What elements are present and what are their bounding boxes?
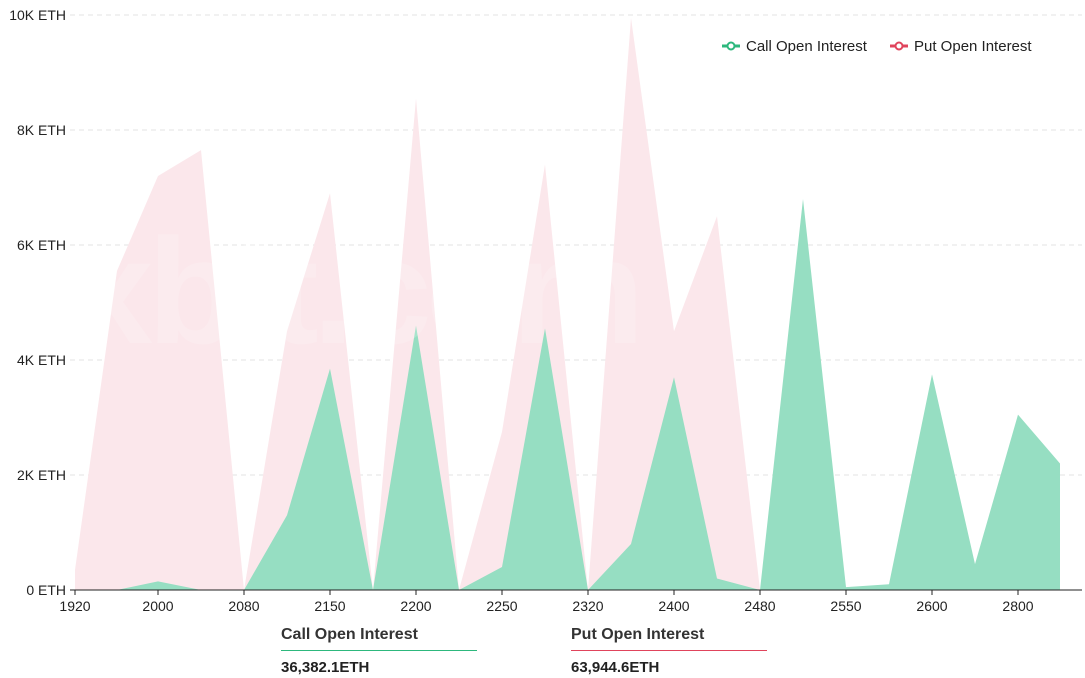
x-tick-label: 2080 <box>228 598 259 614</box>
x-tick-label: 2400 <box>658 598 689 614</box>
legend-item-put[interactable]: Put Open Interest <box>890 38 1032 55</box>
open-interest-chart: 0 ETH 2K ETH 4K ETH 6K ETH 8K ETH 10K ETH 192… <box>9 7 1082 614</box>
x-tick-label: 2600 <box>916 598 947 614</box>
x-axis-ticks: 1920 2000 2080 2150 2200 2250 2320 2400 2480 2550… <box>59 590 1034 614</box>
x-tick-label: 2250 <box>486 598 517 614</box>
put-open-interest-summary: Put Open Interest 63,944.6ETH <box>571 626 771 676</box>
call-area <box>75 199 1060 590</box>
y-tick-label: 4K ETH <box>17 352 66 368</box>
legend-item-call[interactable]: Call Open Interest <box>722 38 868 55</box>
y-tick-label: 0 ETH <box>26 582 66 598</box>
x-tick-label: 1920 <box>59 598 90 614</box>
y-tick-label: 8K ETH <box>17 122 66 138</box>
call-summary-value: 36,382.1ETH <box>281 659 370 676</box>
y-axis-labels: 0 ETH 2K ETH 4K ETH 6K ETH 8K ETH 10K ETH <box>9 7 66 598</box>
chart-legend[interactable]: Call Open Interest Put Open Interest <box>722 38 1032 55</box>
series-areas <box>75 17 1060 590</box>
legend-label: Put Open Interest <box>914 38 1032 55</box>
x-tick-label: 2200 <box>400 598 431 614</box>
put-summary-underline <box>571 650 767 651</box>
put-summary-value: 63,944.6ETH <box>571 659 660 676</box>
y-tick-label: 2K ETH <box>17 467 66 483</box>
legend-marker-icon <box>726 41 736 51</box>
x-tick-label: 2150 <box>314 598 345 614</box>
y-tick-label: 6K ETH <box>17 237 66 253</box>
call-open-interest-summary: Call Open Interest 36,382.1ETH <box>281 626 481 676</box>
call-summary-underline <box>281 650 477 651</box>
x-tick-label: 2480 <box>744 598 775 614</box>
legend-label: Call Open Interest <box>746 38 868 55</box>
x-tick-label: 2320 <box>572 598 603 614</box>
x-tick-label: 2550 <box>830 598 861 614</box>
put-summary-title: Put Open Interest <box>571 626 705 643</box>
call-summary-title: Call Open Interest <box>281 626 418 643</box>
y-tick-label: 10K ETH <box>9 7 66 23</box>
x-tick-label: 2800 <box>1002 598 1033 614</box>
x-tick-label: 2000 <box>142 598 173 614</box>
legend-marker-icon <box>894 41 904 51</box>
